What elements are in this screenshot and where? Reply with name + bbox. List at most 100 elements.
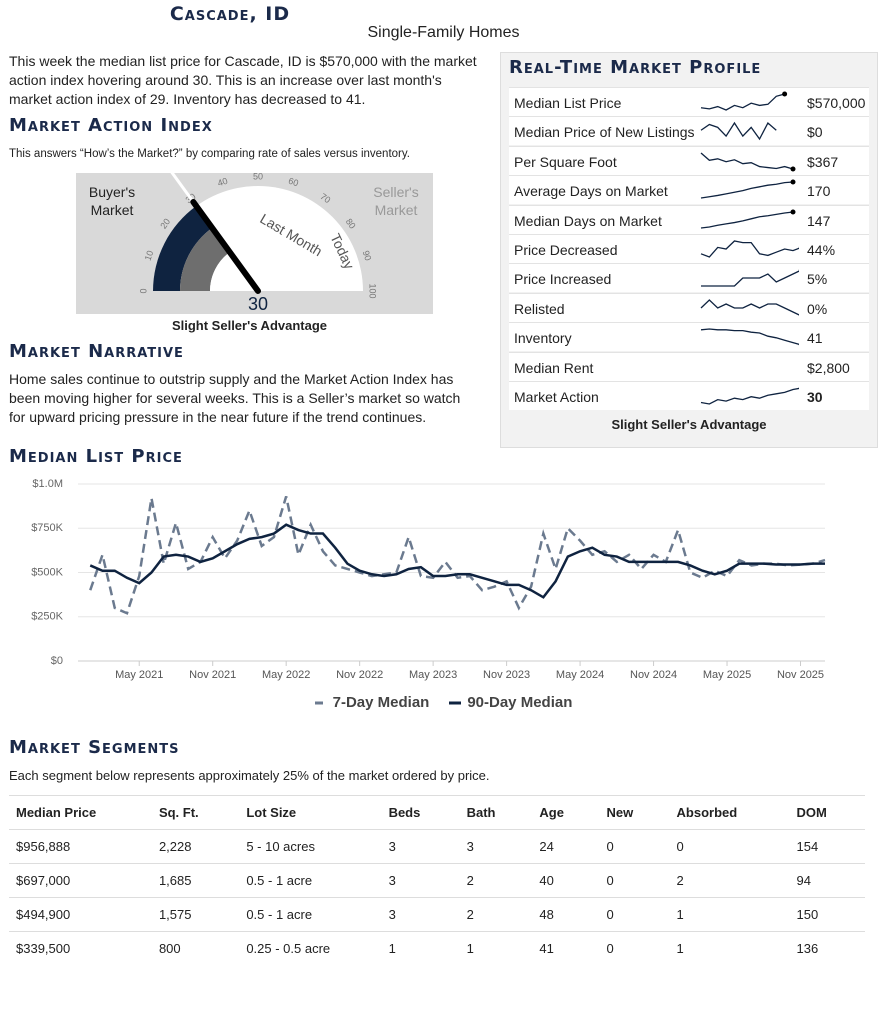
sparkline-line	[700, 93, 785, 111]
profile-label: Market Action	[514, 389, 599, 405]
profile-title: Real-Time Market Profile	[509, 57, 762, 78]
table-cell: 48	[532, 897, 600, 932]
chart-title: Median List Price	[9, 446, 183, 467]
sparkline-line	[701, 270, 799, 288]
section-title: Market Narrative	[9, 341, 184, 362]
sparkline-line	[700, 240, 799, 258]
legend: 7-Day Median 90-Day Median	[0, 694, 887, 711]
gauge-tick-label: 70	[318, 191, 332, 205]
x-tick-label: May 2025	[703, 669, 751, 681]
x-tick-label: May 2022	[262, 669, 310, 681]
table-cell: 3	[459, 829, 533, 864]
table-cell: 0	[599, 829, 670, 864]
profile-label: Median Rent	[514, 359, 594, 376]
legend-item: 90-Day Median	[449, 694, 572, 711]
table-cell: 0.5 - 1 acre	[239, 863, 382, 898]
table-cell: 2	[459, 897, 533, 932]
profile-label: Relisted	[514, 300, 565, 317]
profile-row: Relisted 0%	[509, 292, 869, 322]
sparkline	[700, 240, 799, 258]
table-cell: 1	[459, 931, 533, 965]
profile-label: Median List Price	[514, 95, 622, 111]
narrative-text: Home sales continue to outstrip supply a…	[9, 371, 461, 425]
legend-label: 90-Day Median	[467, 694, 573, 711]
table-row: $697,000 1,685 0.5 - 1 acre 3 2 40 0 2 94	[9, 863, 865, 898]
profile-row: Per Square Foot $367	[509, 145, 869, 175]
series-line	[89, 496, 826, 615]
x-tick-label: Nov 2021	[189, 669, 236, 681]
table-cell: 0	[599, 863, 670, 898]
table-cell: 136	[789, 931, 865, 965]
gauge-seller-label: Seller's Market	[373, 184, 419, 218]
gauge-tick-label: 10	[143, 249, 156, 262]
sparkline-line	[700, 328, 799, 346]
profile-footer: Slight Seller's Advantage	[611, 417, 767, 432]
sparkline	[700, 298, 799, 316]
legend-label: 7-Day Median	[332, 694, 430, 711]
table-header-cell: Age	[532, 795, 600, 830]
profile-label: Average Days on Market	[514, 183, 668, 200]
page-title: Cascade, ID	[169, 3, 291, 25]
table-header-cell: Bath	[459, 795, 533, 830]
table-header-cell: Sq. Ft.	[151, 795, 240, 830]
table-cell: 3	[381, 897, 460, 932]
table-cell: $697,000	[9, 863, 152, 898]
profile-value: 5%	[807, 271, 828, 288]
table-cell: $956,888	[9, 829, 152, 864]
sparkline	[701, 269, 799, 288]
table-cell: 1,685	[151, 863, 240, 898]
sparkline-end-dot	[790, 166, 796, 172]
table-cell: 1	[669, 931, 790, 965]
sparkline-line	[700, 210, 794, 229]
chart: $0 $250K $500K $750K $1.0M May 2021 Nov 2021 Ma…	[31, 478, 826, 681]
gauge-needle	[190, 199, 261, 294]
table-header-cell: Absorbed	[669, 795, 790, 830]
segments-table: Median Price Sq. Ft. Lot Size Beds Bath Age Ne…	[9, 795, 865, 965]
table-cell: 1	[381, 931, 460, 965]
table-cell: 2	[669, 863, 790, 898]
sparkline	[700, 328, 799, 347]
profile-label: Per Square Foot	[514, 153, 617, 170]
sparkline	[700, 122, 777, 141]
table-cell: 0	[669, 829, 790, 864]
legend-item: 7-Day Median	[314, 694, 430, 711]
sparkline-line	[700, 152, 794, 170]
table-header-cell: Lot Size	[239, 795, 382, 830]
profile-label: Inventory	[514, 330, 572, 347]
gauge-value: 30	[248, 294, 268, 314]
profile-value: 170	[807, 183, 831, 200]
table-header-cell: Median Price	[9, 795, 152, 830]
sparkline-line	[700, 387, 799, 405]
table-cell: $339,500	[9, 931, 152, 965]
gauge-tick-label: 50	[253, 173, 263, 181]
y-tick-label: $0	[51, 655, 63, 667]
x-tick-label: May 2023	[409, 669, 457, 681]
x-tick-label: Nov 2022	[336, 669, 383, 681]
profile-label: Median Days on Market	[514, 212, 662, 229]
y-tick-label: $1.0M	[32, 478, 63, 490]
table-cell: 2	[459, 863, 533, 898]
x-tick-label: May 2024	[556, 669, 604, 681]
profile-row: Median Rent $2,800	[509, 351, 869, 381]
x-tick-label: Nov 2024	[630, 669, 677, 681]
profile-value: 44%	[807, 242, 836, 258]
profile-value: $0	[807, 124, 823, 141]
series-line	[89, 523, 825, 599]
table-header-cell: Beds	[381, 795, 460, 830]
profile-row: Price Increased 5%	[509, 263, 869, 293]
gauge-tick-label: 40	[216, 176, 229, 189]
table-cell: 1,575	[151, 897, 240, 932]
section-title: Market Action Index	[9, 115, 213, 136]
table-cell: 2,228	[151, 829, 240, 864]
table-cell: 0.5 - 1 acre	[239, 897, 382, 932]
table-cell: 0.25 - 0.5 acre	[239, 931, 382, 965]
sparkline	[700, 179, 796, 199]
gauge-tick-label: 90	[361, 249, 374, 262]
profile-value: $570,000	[807, 95, 866, 111]
page-subtitle: Single-Family Homes	[367, 24, 520, 41]
gauge-tick-label: 60	[287, 176, 300, 189]
table-cell: 3	[381, 863, 460, 898]
table-cell: 94	[789, 863, 865, 898]
